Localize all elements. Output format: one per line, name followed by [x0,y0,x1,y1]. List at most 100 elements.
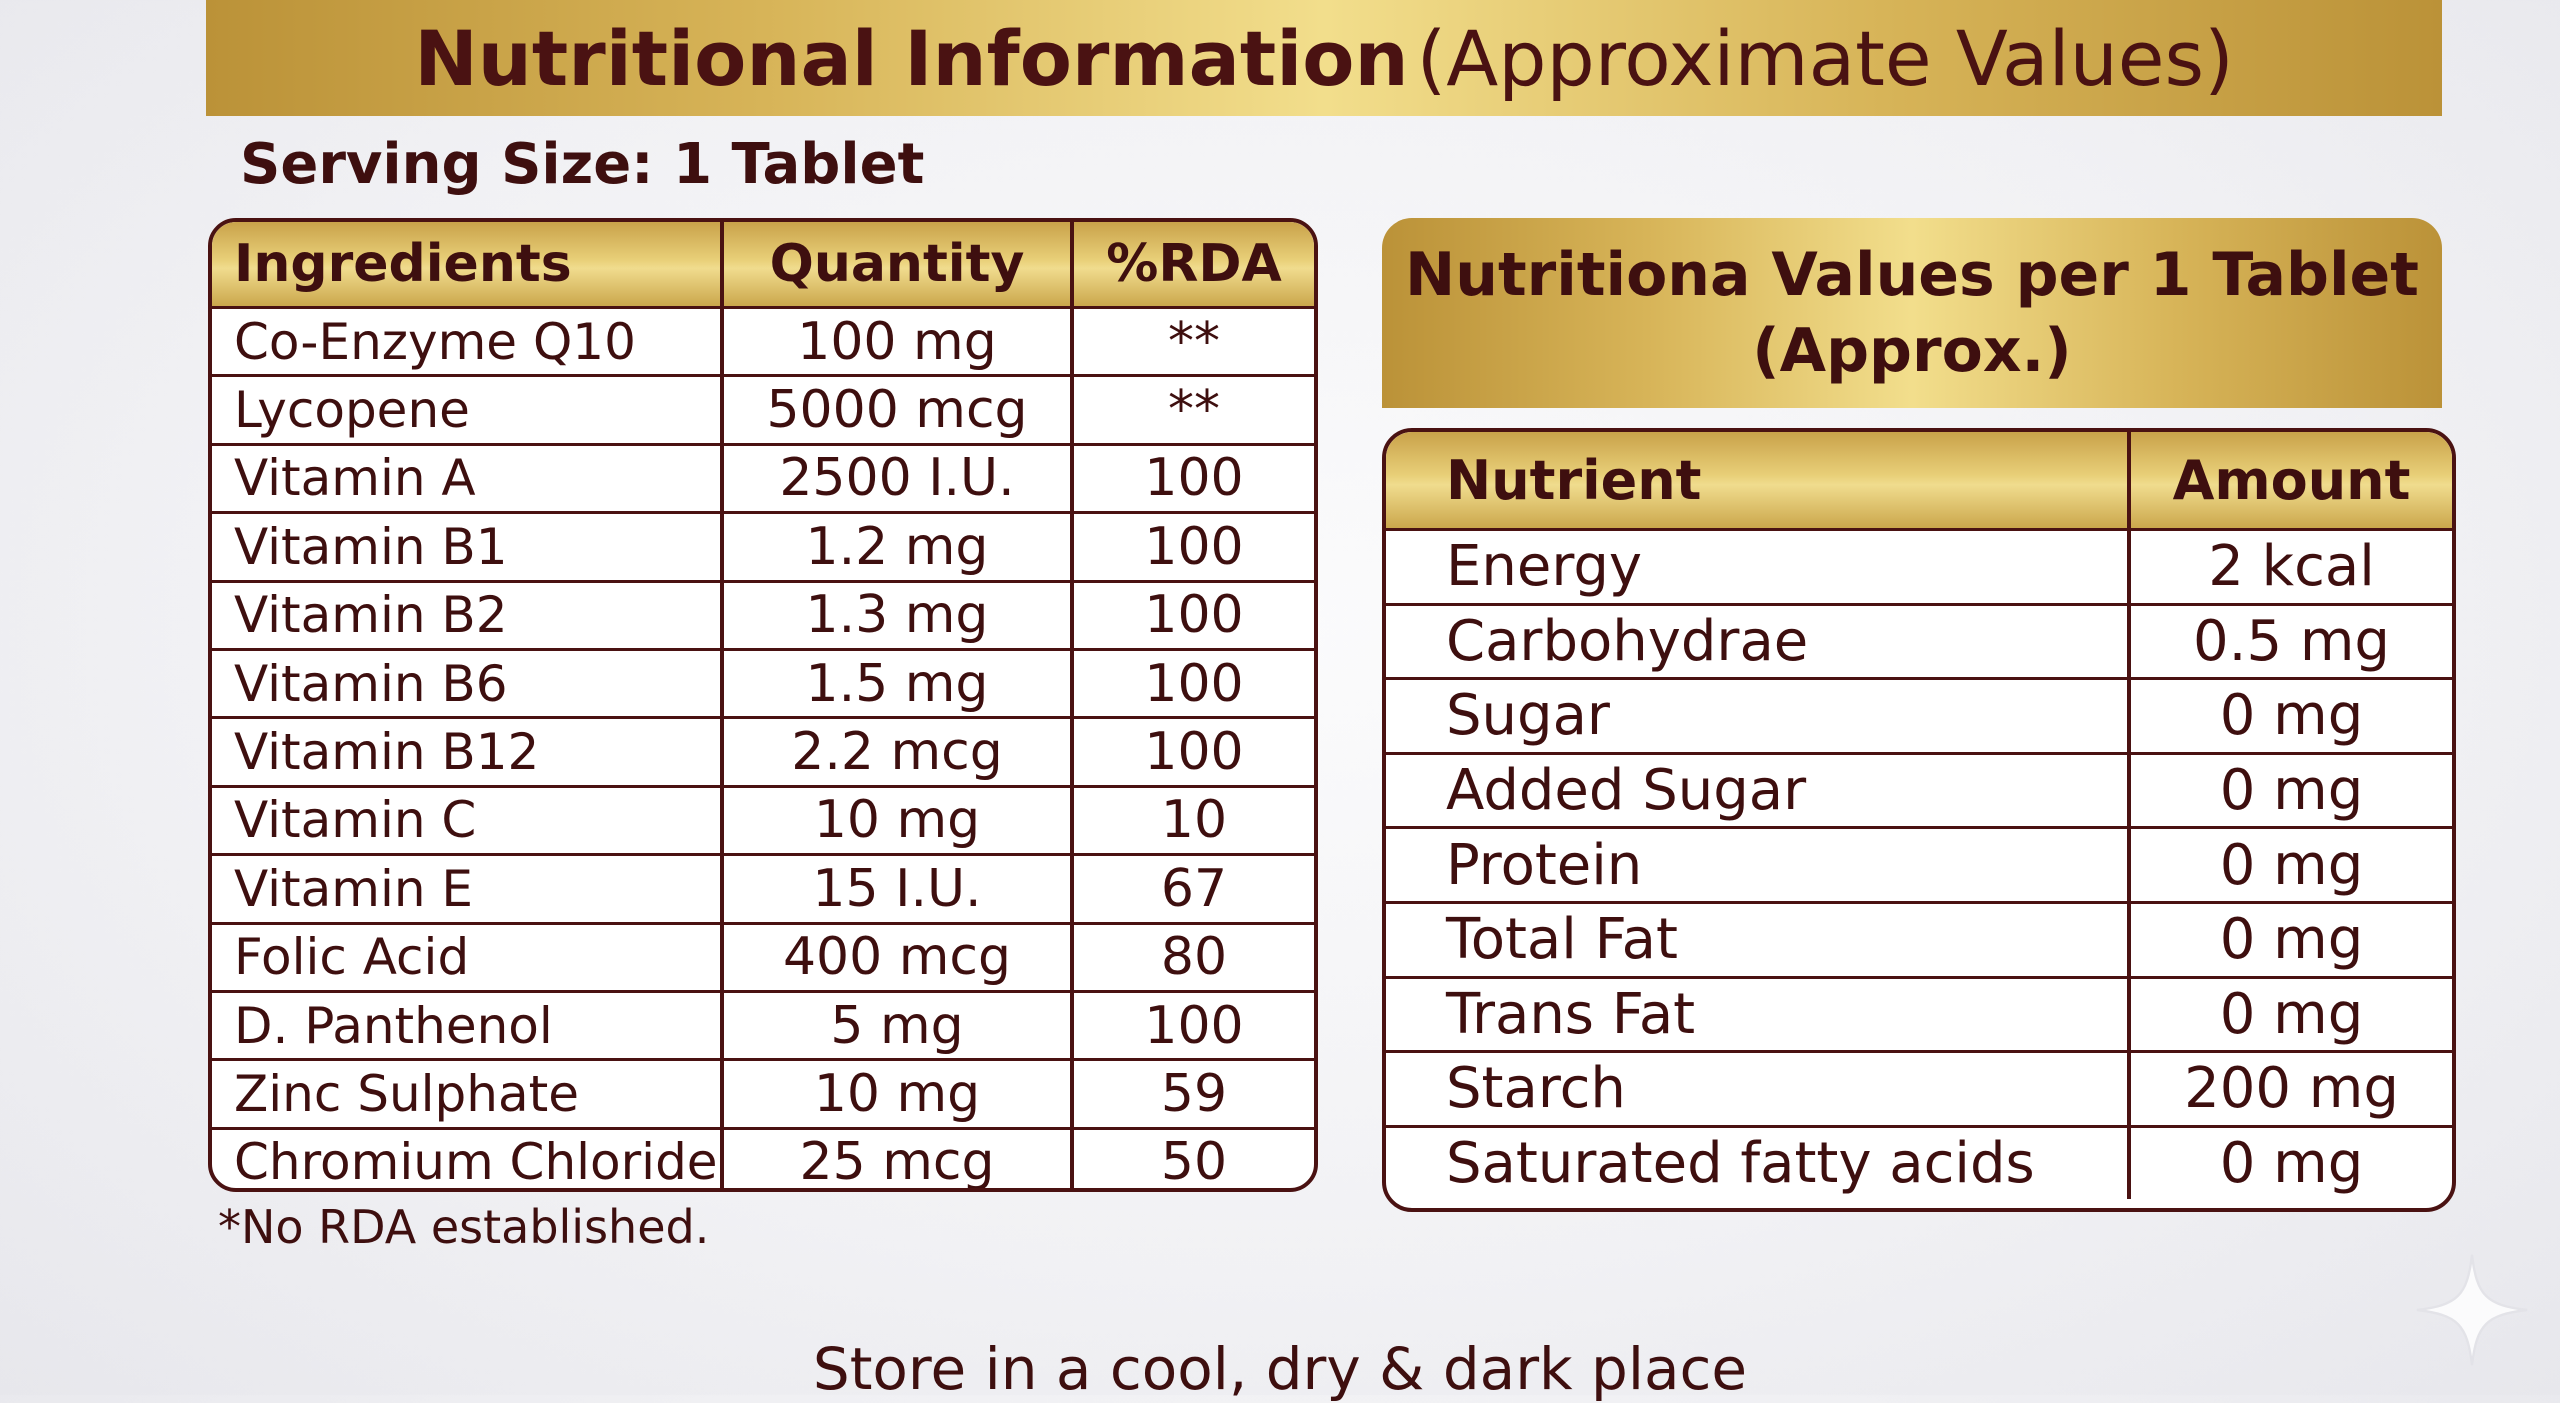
header-rda: %RDA [1106,234,1282,294]
table-row: Starch 200 mg [1386,1050,2452,1125]
nutrient-name: Energy [1386,531,2131,603]
ingredient-rda: 50 [1160,1132,1228,1192]
ingredient-name: Lycopene [212,377,724,443]
header-quantity: Quantity [724,222,1074,306]
nutrition-table: Nutrient Amount Energy 2 kcal Carbohydrae 0… [1382,428,2456,1212]
table-row: Vitamin B6 1.5 mg 100 [212,647,1314,717]
ingredient-name: Vitamin B6 [212,650,724,717]
ingredient-name: Vitamin C [212,787,724,854]
table-row: Carbohydrae 0.5 mg [1386,602,2452,678]
nutrient-name: Trans Fat [1386,978,2131,1051]
table-row: Chromium Chloride 25 mcg 50 [212,1126,1314,1192]
ingredient-name: Vitamin B2 [212,582,724,648]
table-row: Saturated fatty acids 0 mg [1386,1124,2452,1200]
nutrient-name: Protein [1386,829,2131,901]
ingredient-name: Co-Enzyme Q10 [212,309,724,375]
ingredients-table-body: Co-Enzyme Q10 100 mg ** Lycopene 5000 mcg ** V… [212,306,1314,1192]
serving-size: Serving Size: 1 Tablet [240,132,925,197]
table-row: Energy 2 kcal [1386,528,2452,603]
title-banner: Nutritional Information (Approximate Valu… [206,0,2442,116]
nutrient-amount: 200 mg [2184,1056,2399,1122]
table-row: Added Sugar 0 mg [1386,751,2452,827]
nutrient-name: Sugar [1386,680,2131,752]
nutrient-name: Total Fat [1386,903,2131,976]
ingredient-rda: ** [1168,311,1220,372]
ingredient-name: Chromium Chloride [212,1129,724,1188]
nutrition-values-banner: Nutritiona Values per 1 Tablet (Approx.) [1382,218,2442,408]
nutrient-amount: 0 mg [2219,832,2364,898]
ingredient-quantity: 10 mg [724,1061,1074,1127]
nutrient-name: Added Sugar [1386,754,2131,827]
ingredient-rda: ** [1168,380,1220,441]
nutrient-amount: 0.5 mg [2193,608,2390,674]
table-row: Protein 0 mg [1386,826,2452,901]
table-row: Total Fat 0 mg [1386,900,2452,976]
ingredient-rda: 100 [1144,995,1244,1056]
ingredient-name: Vitamin B1 [212,514,724,580]
ingredient-quantity: 2500 I.U. [724,445,1074,512]
ingredient-rda: 100 [1144,516,1244,577]
nutrition-banner-title: Nutritiona Values per 1 Tablet [1405,240,2419,310]
nutrient-amount: 0 mg [2219,1131,2364,1197]
nutrient-amount: 0 mg [2219,907,2364,973]
table-row: Vitamin C 10 mg 10 [212,784,1314,854]
table-row: Vitamin B12 2.2 mcg 100 [212,716,1314,785]
ingredient-quantity: 5 mg [724,992,1074,1059]
table-row: Folic Acid 400 mcg 80 [212,921,1314,990]
ingredient-rda: 100 [1144,448,1244,509]
nutrient-name: Starch [1386,1053,2131,1125]
nutrition-table-body: Energy 2 kcal Carbohydrae 0.5 mg Sugar 0 mg Ad… [1386,528,2452,1200]
ingredients-table-header: Ingredients Quantity %RDA [212,222,1314,306]
page-subtitle: (Approximate Values) [1416,13,2234,103]
table-row: Vitamin B2 1.3 mg 100 [212,579,1314,648]
sparkle-icon [2416,1254,2528,1366]
ingredient-quantity: 15 I.U. [724,856,1074,922]
ingredient-rda: 67 [1160,858,1228,919]
nutrient-name: Saturated fatty acids [1386,1127,2131,1200]
table-row: Vitamin B1 1.2 mg 100 [212,511,1314,580]
table-row: Trans Fat 0 mg [1386,975,2452,1051]
nutrient-amount: 0 mg [2219,683,2364,749]
ingredient-quantity: 25 mcg [724,1129,1074,1188]
ingredient-rda: 100 [1144,585,1244,646]
ingredient-quantity: 1.3 mg [724,582,1074,648]
header-amount: Amount [2172,448,2411,512]
nutrition-table-header: Nutrient Amount [1386,432,2452,528]
ingredient-quantity: 1.5 mg [724,650,1074,717]
ingredient-name: Vitamin A [212,445,724,512]
footnote: *No RDA established. [218,1200,710,1254]
ingredient-name: Vitamin E [212,856,724,922]
ingredient-name: Vitamin B12 [212,719,724,785]
table-row: Sugar 0 mg [1386,677,2452,752]
ingredient-quantity: 10 mg [724,787,1074,854]
nutrient-amount: 0 mg [2219,981,2364,1047]
ingredient-name: Zinc Sulphate [212,1061,724,1127]
page-title: Nutritional Information [414,13,1409,103]
nutrient-amount: 0 mg [2219,758,2364,824]
ingredient-rda: 59 [1160,1063,1228,1124]
ingredient-rda: 10 [1160,790,1228,851]
ingredient-rda: 100 [1144,653,1244,714]
ingredient-quantity: 2.2 mcg [724,719,1074,785]
table-row: Vitamin E 15 I.U. 67 [212,853,1314,922]
ingredient-rda: 80 [1160,927,1228,988]
table-row: Co-Enzyme Q10 100 mg ** [212,306,1314,375]
table-row: Zinc Sulphate 10 mg 59 [212,1058,1314,1127]
header-nutrient: Nutrient [1386,432,2131,528]
ingredient-rda: 100 [1144,722,1244,783]
nutrition-banner-subtitle: (Approx.) [1752,316,2072,386]
ingredient-quantity: 5000 mcg [724,377,1074,443]
ingredient-name: D. Panthenol [212,992,724,1059]
ingredient-quantity: 400 mcg [724,924,1074,990]
table-row: Lycopene 5000 mcg ** [212,374,1314,443]
header-ingredients: Ingredients [212,222,724,306]
ingredient-name: Folic Acid [212,924,724,990]
ingredient-quantity: 100 mg [724,309,1074,375]
nutrient-name: Carbohydrae [1386,605,2131,678]
storage-instruction: Store in a cool, dry & dark place [812,1335,1748,1403]
table-row: D. Panthenol 5 mg 100 [212,989,1314,1059]
ingredients-table: Ingredients Quantity %RDA Co-Enzyme Q10 1… [208,218,1318,1192]
table-row: Vitamin A 2500 I.U. 100 [212,442,1314,512]
ingredient-quantity: 1.2 mg [724,514,1074,580]
nutrient-amount: 2 kcal [2208,534,2375,600]
